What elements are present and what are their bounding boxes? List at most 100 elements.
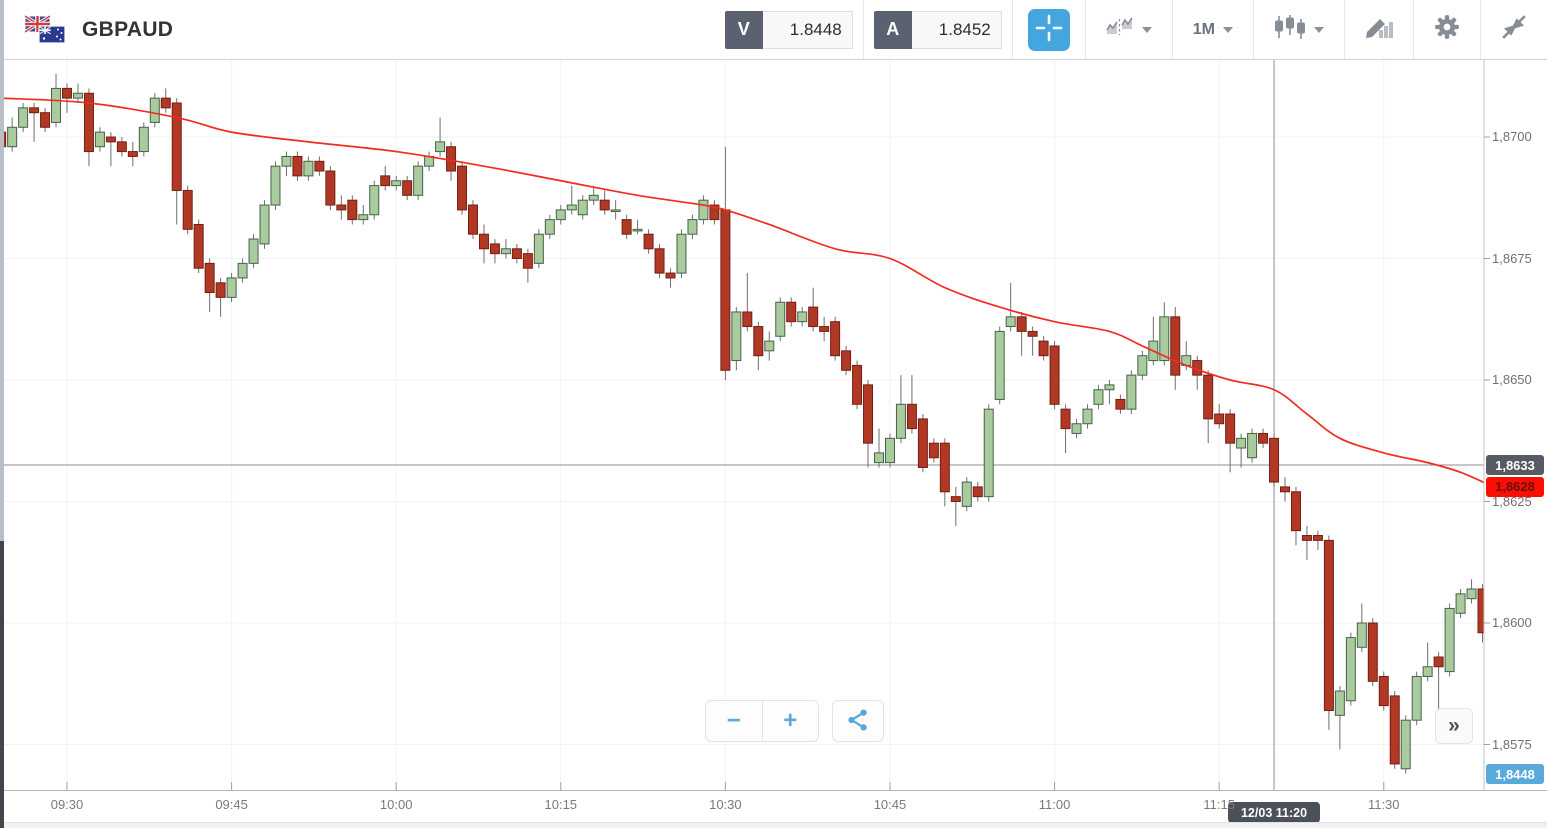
candle-down[interactable] [40, 112, 51, 128]
candle-down[interactable] [972, 486, 983, 498]
candle-down[interactable] [1060, 408, 1071, 430]
candle-up[interactable] [895, 403, 906, 439]
candle-up[interactable] [687, 219, 698, 235]
candle-down[interactable] [786, 301, 797, 323]
candle-down[interactable] [1225, 413, 1236, 444]
candle-down[interactable] [917, 418, 928, 468]
candle-down[interactable] [522, 253, 533, 269]
candle-down[interactable] [742, 311, 753, 328]
settings-button[interactable] [1413, 0, 1480, 59]
candle-up[interactable] [435, 141, 446, 153]
candle-up[interactable] [961, 481, 972, 507]
candle-up[interactable] [1422, 666, 1433, 677]
share-button[interactable] [832, 700, 884, 742]
candle-down[interactable] [1258, 432, 1269, 444]
candle-up[interactable] [577, 199, 588, 216]
candle-down[interactable] [446, 146, 457, 172]
candle-up[interactable] [994, 330, 1005, 400]
candle-up[interactable] [1159, 316, 1170, 362]
candle-down[interactable] [1477, 588, 1487, 634]
candle-down[interactable] [402, 180, 413, 196]
candle-up[interactable] [632, 228, 643, 232]
candle-down[interactable] [1027, 330, 1038, 337]
candle-down[interactable] [478, 233, 489, 250]
candle-down[interactable] [599, 199, 610, 211]
crosshair-button[interactable] [1027, 8, 1070, 51]
candle-down[interactable] [906, 403, 917, 430]
candle-up[interactable] [544, 219, 555, 235]
candle-down[interactable] [204, 262, 215, 294]
candle-down[interactable] [182, 189, 193, 230]
candle-up[interactable] [1455, 593, 1466, 614]
candle-up[interactable] [797, 311, 808, 323]
candle-up[interactable] [270, 165, 281, 206]
candle-down[interactable] [665, 272, 676, 279]
candle-down[interactable] [830, 321, 841, 357]
candle-up[interactable] [775, 301, 786, 337]
candle-down[interactable] [1312, 535, 1323, 541]
candle-down[interactable] [1049, 345, 1060, 405]
candle-down[interactable] [1301, 535, 1312, 541]
candle-down[interactable] [1323, 539, 1334, 711]
candle-down[interactable] [325, 170, 336, 206]
candle-down[interactable] [863, 384, 874, 444]
candle-up[interactable] [884, 437, 895, 464]
candle-down[interactable] [380, 175, 391, 187]
chart-area[interactable]: 1,8633 1,8628 1,8448 − + » 1,87 [0, 60, 1547, 790]
candle-up[interactable] [1137, 355, 1148, 376]
candle-down[interactable] [1389, 695, 1400, 765]
candle-down[interactable] [1038, 340, 1049, 357]
candle-down[interactable] [720, 209, 731, 371]
candle-up[interactable] [149, 97, 160, 123]
candle-down[interactable] [1280, 486, 1291, 493]
candle-up[interactable] [303, 160, 314, 177]
candle-down[interactable] [1433, 656, 1444, 668]
candle-down[interactable] [939, 442, 950, 493]
candle-down[interactable] [215, 282, 226, 298]
candle-down[interactable] [928, 442, 939, 459]
collapse-button[interactable] [1480, 0, 1547, 59]
timeframe-select[interactable]: 1M [1171, 0, 1253, 59]
candle-down[interactable] [1367, 622, 1378, 682]
candle-up[interactable] [1005, 316, 1016, 328]
candle-down[interactable] [105, 136, 116, 143]
compare-button[interactable] [1084, 0, 1172, 59]
candle-up[interactable] [1411, 675, 1422, 721]
candle-up[interactable] [72, 92, 83, 99]
buy-button[interactable]: A [873, 10, 912, 49]
candle-down[interactable] [160, 97, 171, 109]
candle-up[interactable] [588, 194, 599, 201]
candle-up[interactable] [566, 204, 577, 211]
zoom-out-button[interactable]: − [706, 701, 762, 741]
candle-up[interactable] [237, 262, 248, 279]
candle-down[interactable] [753, 326, 764, 357]
candle-up[interactable] [676, 233, 687, 274]
candle-down[interactable] [1170, 316, 1181, 376]
candle-down[interactable] [1203, 374, 1214, 420]
candle-up[interactable] [1345, 637, 1356, 702]
candle-up[interactable] [874, 452, 885, 464]
candle-up[interactable] [1466, 588, 1477, 600]
expand-panel-button[interactable]: » [1435, 708, 1473, 744]
candle-up[interactable] [259, 204, 270, 245]
candle-down[interactable] [29, 107, 40, 114]
candle-up[interactable] [391, 180, 402, 187]
candle-up[interactable] [248, 238, 259, 264]
candle-down[interactable] [336, 204, 347, 211]
candle-up[interactable] [18, 107, 29, 128]
candle-up[interactable] [281, 155, 292, 167]
candle-up[interactable] [533, 233, 544, 264]
candle-down[interactable] [808, 306, 819, 328]
candle-down[interactable] [950, 496, 961, 503]
candle-down[interactable] [347, 199, 358, 221]
candle-up[interactable] [1104, 384, 1115, 391]
draw-indicators-button[interactable] [1344, 0, 1413, 59]
candle-down[interactable] [1269, 437, 1280, 483]
candle-up[interactable] [1082, 408, 1093, 425]
candle-up[interactable] [1334, 690, 1345, 716]
candle-up[interactable] [358, 214, 369, 221]
candle-down[interactable] [468, 204, 479, 235]
candle-down[interactable] [1214, 413, 1225, 425]
candle-down[interactable] [314, 160, 325, 172]
candle-up[interactable] [413, 165, 424, 196]
